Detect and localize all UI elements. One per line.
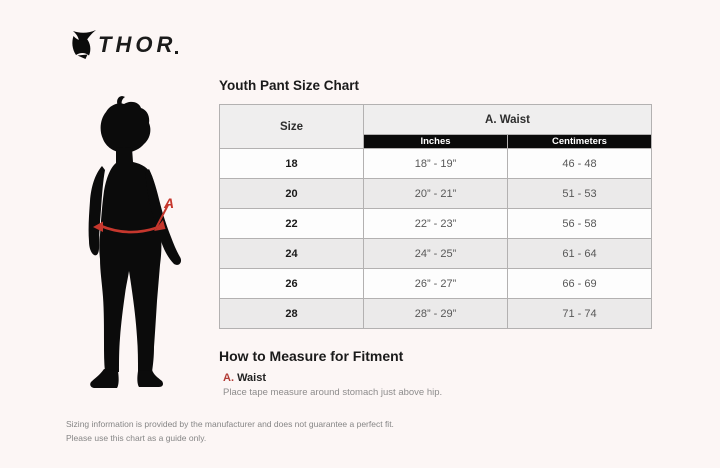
size-table-body: 18 18” - 19” 46 - 48 20 20” - 21” 51 - 5… (219, 148, 652, 329)
size-chart-title: Youth Pant Size Chart (219, 78, 360, 93)
size-table-row: 24 24” - 25” 61 - 64 (219, 238, 652, 269)
thor-logo-trademark-dot (175, 51, 179, 54)
measure-item-description: Place tape measure around stomach just a… (223, 387, 443, 398)
column-header-centimeters: Centimeters (507, 134, 652, 149)
size-cell: 24 (219, 238, 364, 269)
waist-centimeters-cell: 46 - 48 (507, 148, 652, 179)
waist-inches-cell: 20” - 21” (363, 178, 508, 209)
waist-centimeters-cell: 56 - 58 (507, 208, 652, 239)
measure-section-title: How to Measure for Fitment (219, 348, 404, 364)
measure-item-waist: A. Waist Place tape measure around stoma… (223, 372, 442, 398)
size-chart-table: Size A. Waist Inches Centimeters 18 18” … (219, 104, 652, 329)
thor-logo-text: THOR (98, 32, 177, 57)
size-cell: 26 (219, 268, 364, 299)
waist-inches-cell: 18” - 19” (363, 148, 508, 179)
child-silhouette-figure: A (88, 96, 182, 388)
size-table-row: 28 28” - 29” 71 - 74 (219, 298, 652, 329)
waist-arc-left-arrowhead (93, 221, 103, 232)
measure-item-heading: A. Waist (223, 372, 442, 384)
disclaimer-text: Sizing information is provided by the ma… (66, 418, 394, 445)
waist-centimeters-cell: 66 - 69 (507, 268, 652, 299)
column-header-size: Size (219, 104, 364, 149)
size-cell: 22 (219, 208, 364, 239)
size-cell: 20 (219, 178, 364, 209)
waist-inches-cell: 28” - 29” (363, 298, 508, 329)
waist-pointer-line (155, 204, 169, 229)
waist-pointer-arrowhead (154, 220, 166, 231)
size-cell: 18 (219, 148, 364, 179)
column-header-waist-group: A. Waist (363, 104, 652, 135)
thor-logo: THOR (71, 29, 179, 59)
waist-centimeters-cell: 61 - 64 (507, 238, 652, 269)
size-cell: 28 (219, 298, 364, 329)
size-table-row: 26 26” - 27” 66 - 69 (219, 268, 652, 299)
column-header-inches: Inches (363, 134, 508, 149)
size-table-row: 20 20” - 21” 51 - 53 (219, 178, 652, 209)
size-table-row: 22 22” - 23” 56 - 58 (219, 208, 652, 239)
waist-marker-label: A (163, 195, 174, 211)
disclaimer-line-1: Sizing information is provided by the ma… (66, 419, 394, 429)
waist-centimeters-cell: 51 - 53 (507, 178, 652, 209)
waist-inches-cell: 24” - 25” (363, 238, 508, 269)
waist-measure-arc (100, 224, 157, 234)
measure-item-label: Waist (237, 372, 266, 384)
waist-centimeters-cell: 71 - 74 (507, 298, 652, 329)
size-table-row: 18 18” - 19” 46 - 48 (219, 148, 652, 179)
waist-inches-cell: 26” - 27” (363, 268, 508, 299)
waist-inches-cell: 22” - 23” (363, 208, 508, 239)
measure-item-key: A. (223, 372, 234, 384)
disclaimer-line-2: Please use this chart as a guide only. (66, 432, 207, 443)
thor-logo-icon (72, 30, 96, 59)
